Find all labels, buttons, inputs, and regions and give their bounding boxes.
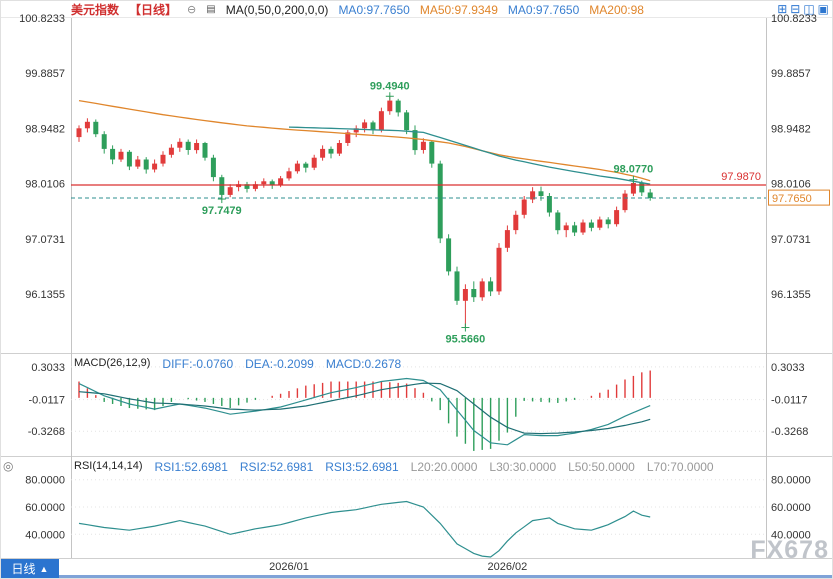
dea-line <box>78 382 651 435</box>
maximize-window-icon[interactable]: ▣ <box>817 2 829 16</box>
macd-value-label: DIFF:-0.0760 <box>162 357 234 371</box>
svg-text:0.3033: 0.3033 <box>31 362 65 374</box>
svg-text:99.4940: 99.4940 <box>370 80 410 92</box>
svg-text:100.8233: 100.8233 <box>19 13 65 25</box>
rsi-axis-labels: 80.0000 80.0000 60.0000 60.0000 40.0000 40.00… <box>25 475 811 542</box>
rsi-header: RSI(14,14,14) RSI1:52.6981 RSI2:52.6981 RS… <box>74 460 714 474</box>
rsi-value-label: L50:50.0000 <box>568 460 635 474</box>
macd-value-label: DEA:-0.2099 <box>245 357 314 371</box>
svg-text:-0.0117: -0.0117 <box>771 395 808 407</box>
svg-text:95.5660: 95.5660 <box>446 334 486 346</box>
svg-text:97.0731: 97.0731 <box>771 234 811 246</box>
period-button-label: 日线 <box>11 562 36 576</box>
svg-text:40.0000: 40.0000 <box>25 529 65 541</box>
symbol-name: 美元指数 <box>71 3 120 17</box>
macd-title: MACD(26,12,9) <box>74 357 151 369</box>
svg-text:60.0000: 60.0000 <box>25 502 65 514</box>
svg-text:0.3033: 0.3033 <box>771 362 805 374</box>
main-indicator-header: 美元指数 【日线】 ⊖ ▤ MA(0,50,0,200,0,0) MA0:97.… <box>1 1 762 18</box>
svg-text:100.8233: 100.8233 <box>771 13 817 25</box>
macd-histogram <box>78 370 651 451</box>
collapse-icon[interactable]: ⊖ <box>187 4 197 16</box>
svg-text:98.9482: 98.9482 <box>771 123 811 135</box>
price-axis-labels: 100.8233 100.8233 99.8857 99.8857 98.9482 98.… <box>19 13 817 301</box>
rsi-value-label: RSI2:52.6981 <box>239 460 314 474</box>
ma-value-label: MA0:97.7650 <box>507 2 580 17</box>
svg-text:98.0770: 98.0770 <box>614 164 654 176</box>
svg-text:99.8857: 99.8857 <box>25 68 65 80</box>
svg-text:80.0000: 80.0000 <box>25 475 65 487</box>
tile-horizontal-icon[interactable]: ⊟ <box>790 2 801 16</box>
ma-values: MA0:97.7650 MA50:97.9349 MA0:97.7650 MA200:… <box>338 3 644 17</box>
macd-header: MACD(26,12,9) DIFF:-0.0760 DEA:-0.2099 MAC… <box>74 357 401 371</box>
rsi-line <box>78 500 651 558</box>
macd-axis-labels: 0.3033 0.3033 -0.0117 -0.0117 -0.3268 -0.3268 <box>28 362 809 438</box>
rsi-value-label: L20:20.0000 <box>410 460 478 474</box>
svg-text:99.8857: 99.8857 <box>771 68 811 80</box>
ma-settings-label: MA(0,50,0,200,0,0) <box>225 2 329 17</box>
rsi-values: RSI1:52.6981 RSI2:52.6981 RSI3:52.6981 L20:… <box>154 460 713 474</box>
time-axis-labels: 2026/01 2026/02 <box>269 561 527 573</box>
ma-value-label: MA0:97.7650 <box>338 2 410 17</box>
macd-value-label: MACD:0.2678 <box>325 357 402 371</box>
rsi-value-label: RSI1:52.6981 <box>154 460 228 474</box>
svg-text:98.9482: 98.9482 <box>25 123 65 135</box>
svg-text:97.7650: 97.7650 <box>772 193 812 205</box>
target-icon[interactable]: ◎ <box>3 459 14 473</box>
svg-text:40.0000: 40.0000 <box>771 529 811 541</box>
last-price-axis-box: 97.7650 <box>768 189 830 206</box>
annotation-labels: 99.4940 97.7479 95.5660 98.0770 <box>202 80 653 345</box>
svg-text:97.0731: 97.0731 <box>25 234 65 246</box>
svg-text:96.1355: 96.1355 <box>25 289 65 301</box>
rsi-value-label: L30:30.0000 <box>489 460 557 474</box>
svg-text:98.0106: 98.0106 <box>771 179 811 191</box>
window-layout-icons: ⊞ ⊟ ◫ ▣ <box>777 3 829 15</box>
period-selector-button[interactable]: 日线 ▲ <box>1 559 59 578</box>
svg-text:-0.0117: -0.0117 <box>29 395 66 407</box>
svg-text:-0.3268: -0.3268 <box>28 426 65 438</box>
rsi-value-label: RSI3:52.6981 <box>325 460 399 474</box>
rsi-title: RSI(14,14,14) <box>74 460 143 472</box>
bottom-strip <box>1 575 832 578</box>
svg-text:97.7479: 97.7479 <box>202 205 242 217</box>
period-label: 【日线】 <box>129 3 178 17</box>
chevron-up-icon: ▲ <box>39 563 49 574</box>
ma-indicator-icon: ▤ <box>206 4 216 15</box>
diff-line <box>78 377 651 446</box>
macd-values: DIFF:-0.0760 DEA:-0.2099 MACD:0.2678 <box>162 357 401 371</box>
ma50-line <box>78 99 651 182</box>
candles-layer <box>76 96 653 328</box>
watermark: FX678 <box>750 536 829 564</box>
svg-text:80.0000: 80.0000 <box>771 475 811 487</box>
svg-text:2026/01: 2026/01 <box>269 561 309 573</box>
rsi-value-label: L70:70.0000 <box>646 460 714 474</box>
ma-value-label: MA200:98 <box>589 2 644 17</box>
ma-value-label: MA50:97.9349 <box>419 2 498 17</box>
ma200-line <box>288 126 651 185</box>
svg-text:96.1355: 96.1355 <box>771 289 811 301</box>
svg-text:98.0106: 98.0106 <box>25 179 65 191</box>
tile-vertical-icon[interactable]: ◫ <box>803 2 815 16</box>
svg-text:60.0000: 60.0000 <box>771 502 811 514</box>
svg-text:-0.3268: -0.3268 <box>771 426 808 438</box>
price-line-label: 97.9870 <box>721 171 761 183</box>
tile-grid-icon[interactable]: ⊞ <box>777 2 788 16</box>
svg-text:2026/02: 2026/02 <box>488 561 528 573</box>
